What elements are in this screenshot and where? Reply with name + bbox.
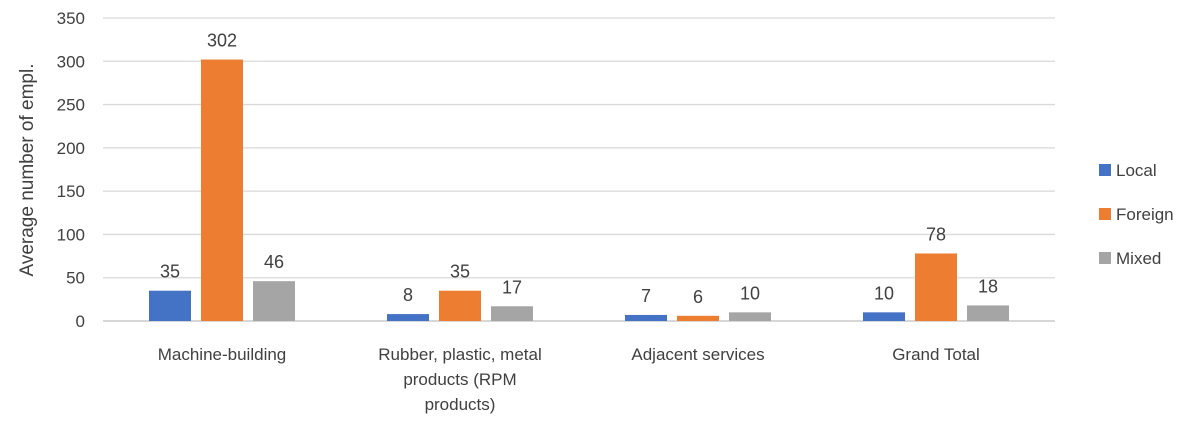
bar-foreign xyxy=(677,315,719,321)
gridlines xyxy=(103,17,1055,322)
y-tick-label: 200 xyxy=(57,139,85,158)
x-category-label: Machine-building xyxy=(158,345,287,364)
y-axis-title: Average number of empl. xyxy=(17,64,38,277)
y-tick-label: 0 xyxy=(76,312,85,331)
data-label: 35 xyxy=(450,262,470,282)
data-labels: 35 302 46 8 35 17 7 6 10 10 78 18 xyxy=(160,31,998,307)
x-category-label: Rubber, plastic, metal products (RPM produ… xyxy=(378,345,541,414)
y-tick-label: 50 xyxy=(66,269,85,288)
x-axis: Machine-building Rubber, plastic, metal pr… xyxy=(158,345,980,414)
bar-foreign xyxy=(201,59,243,321)
y-tick-label: 100 xyxy=(57,225,85,244)
bar-foreign xyxy=(439,290,481,321)
data-label: 10 xyxy=(874,283,894,303)
y-tick-label: 300 xyxy=(57,52,85,71)
bar-local xyxy=(625,314,667,321)
bar-mixed xyxy=(729,312,771,321)
x-category-label: Grand Total xyxy=(892,345,980,364)
y-axis: 0 50 100 150 200 250 300 350 xyxy=(57,9,85,331)
data-label: 302 xyxy=(207,31,237,51)
legend-label-local: Local xyxy=(1116,161,1157,180)
bar-foreign xyxy=(915,253,957,321)
bar-local xyxy=(149,290,191,321)
bars xyxy=(149,59,1009,321)
x-category-label: Adjacent services xyxy=(631,345,764,364)
data-label: 10 xyxy=(740,283,760,303)
data-label: 6 xyxy=(693,287,703,307)
data-label: 7 xyxy=(641,286,651,306)
y-tick-label: 250 xyxy=(57,96,85,115)
data-label: 17 xyxy=(502,277,522,297)
bar-local xyxy=(863,312,905,321)
bar-mixed xyxy=(253,281,295,321)
data-label: 78 xyxy=(926,224,946,244)
legend-swatch-mixed xyxy=(1099,252,1111,264)
data-label: 8 xyxy=(403,285,413,305)
data-label: 46 xyxy=(264,252,284,272)
bar-mixed xyxy=(967,305,1009,321)
legend: Local Foreign Mixed xyxy=(1099,161,1174,268)
y-tick-label: 150 xyxy=(57,182,85,201)
legend-label-mixed: Mixed xyxy=(1116,249,1161,268)
legend-swatch-local xyxy=(1099,164,1111,176)
data-label: 35 xyxy=(160,262,180,282)
y-tick-label: 350 xyxy=(57,9,85,28)
data-label: 18 xyxy=(978,276,998,296)
legend-label-foreign: Foreign xyxy=(1116,205,1174,224)
bar-mixed xyxy=(491,306,533,321)
legend-swatch-foreign xyxy=(1099,208,1111,220)
bar-local xyxy=(387,314,429,321)
